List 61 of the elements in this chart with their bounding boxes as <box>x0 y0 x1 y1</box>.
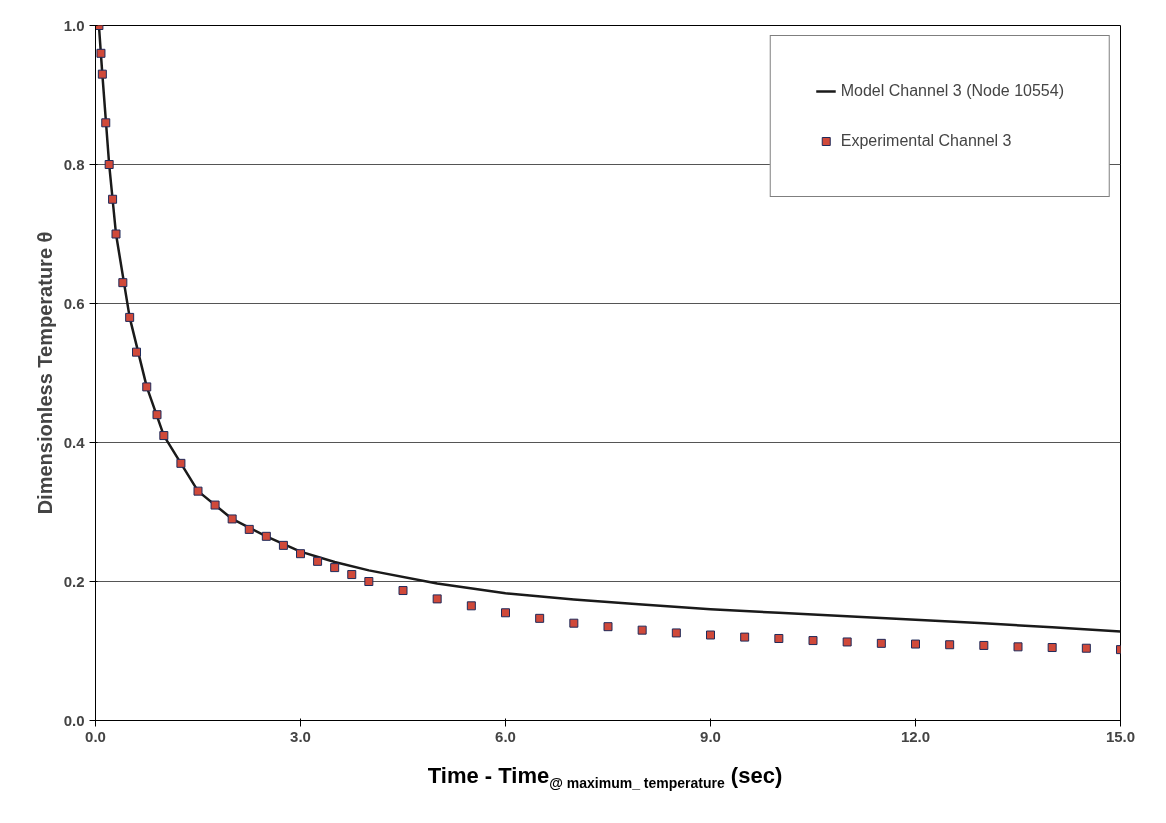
y-tick-label: 0.4 <box>63 433 86 451</box>
point <box>227 514 237 524</box>
point <box>808 636 818 646</box>
point <box>569 618 579 628</box>
point <box>911 639 920 649</box>
point <box>774 633 784 643</box>
point <box>96 48 106 58</box>
x-tick-label: 3.0 <box>290 727 311 745</box>
point <box>637 625 647 635</box>
point <box>313 556 323 566</box>
x-tick-label: 12.0 <box>900 727 931 745</box>
point <box>152 410 162 420</box>
y-tick-label: 1.0 <box>63 16 85 34</box>
legend-label: Model Channel 3 (Node 10554) <box>840 82 1064 100</box>
point <box>1047 643 1057 653</box>
point <box>1081 643 1091 653</box>
point <box>118 278 128 288</box>
legend-label: Experimental Channel 3 <box>840 132 1012 150</box>
point <box>244 524 254 534</box>
point <box>876 638 886 648</box>
point <box>278 540 288 550</box>
point <box>364 577 374 586</box>
point <box>842 637 852 647</box>
point <box>603 622 613 632</box>
x-tick-label: 6.0 <box>495 727 516 745</box>
point <box>740 632 750 642</box>
point <box>111 229 121 239</box>
point <box>97 69 107 79</box>
y-axis-title: Dimensionless Temperature θ <box>33 231 56 515</box>
point <box>210 500 220 510</box>
point <box>159 431 169 441</box>
y-tick-label: 0.8 <box>63 155 85 173</box>
y-tick-label: 0.2 <box>63 572 85 590</box>
point <box>125 312 135 322</box>
point <box>176 458 186 468</box>
point <box>101 118 111 128</box>
point <box>132 347 141 357</box>
x-axis-title: Time - Time$_{@ maximum_ temperature}$ (sec) <box>426 762 784 794</box>
x-tick-label: 9.0 <box>700 727 721 745</box>
point <box>706 630 715 640</box>
point <box>296 549 305 559</box>
point <box>193 486 203 496</box>
x-tick-label: 0.0 <box>85 727 106 745</box>
point <box>108 194 118 204</box>
y-tick-label: 0.6 <box>63 294 85 312</box>
point <box>945 640 955 650</box>
point <box>466 601 476 611</box>
point <box>501 608 510 618</box>
point <box>347 570 357 580</box>
point <box>671 628 681 638</box>
x-tick-label: 15.0 <box>1105 727 1136 745</box>
point <box>979 640 989 650</box>
point <box>104 160 114 169</box>
y-tick-label: 0.0 <box>63 711 85 729</box>
point <box>398 586 408 596</box>
point <box>330 563 340 573</box>
point <box>261 531 271 541</box>
point <box>1013 642 1023 652</box>
point <box>142 382 152 392</box>
point <box>432 594 442 604</box>
point <box>535 613 545 623</box>
